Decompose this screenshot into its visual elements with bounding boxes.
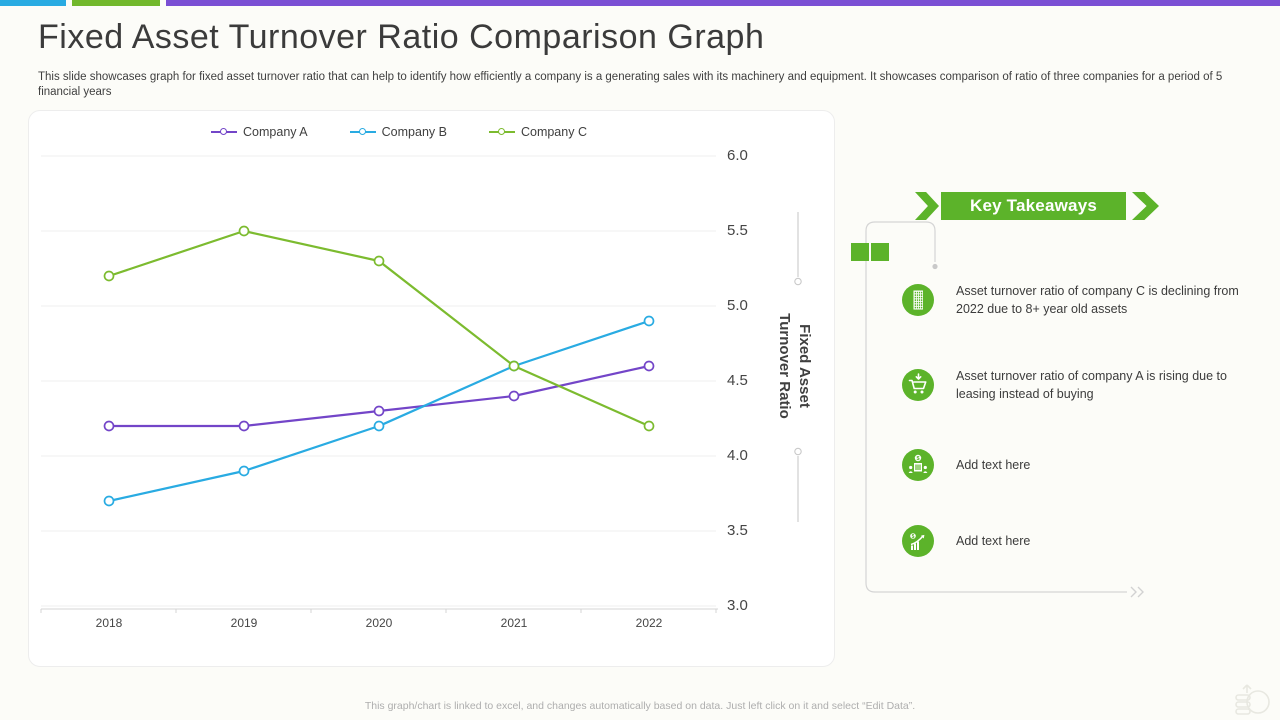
accent-square-right [871,243,889,261]
footer-note: This graph/chart is linked to excel, and… [364,700,916,712]
legend-marker-icon [349,127,376,137]
y-axis-tick-label: 4.5 [727,372,748,389]
data-point-marker [238,420,250,432]
y-axis-title-line2: Turnover Ratio [776,313,793,419]
takeaway-item: Asset turnover ratio of company C is dec… [902,282,1256,318]
x-axis-tick-label: 2021 [500,616,528,630]
data-point-marker [643,315,655,327]
accent-bar-purple [166,0,1280,6]
bracket-endpoint-dot [932,263,938,270]
data-point-marker [103,270,115,282]
legend-marker-icon [211,127,238,137]
accent-bar-cyan [0,0,66,6]
building-icon [902,284,934,317]
y-axis-tick-label: 5.5 [727,222,748,239]
data-point-marker [103,420,115,432]
accent-bar-green [72,0,160,6]
legend-label: Company B [381,125,447,139]
takeaway-text-placeholder[interactable]: Add text here [956,533,1031,548]
data-point-marker [508,390,520,402]
x-axis-tick-label: 2018 [95,616,123,630]
banner-right-chevron-icon [1132,192,1159,220]
data-point-marker [373,405,385,417]
takeaway-item: $ Add text here [902,525,1256,557]
y-axis-tick-label: 4.0 [727,447,748,464]
page-subtitle: This slide showcases graph for fixed ass… [38,71,1223,99]
x-axis-tick-label: 2020 [365,616,393,630]
banner-left-chevron-icon [915,192,939,220]
bank-people-icon: $ [902,449,934,481]
data-point-marker [238,465,250,477]
chart-card[interactable]: Company A Company B Company C 6.0 5.5 5.0 4.5… [28,110,835,667]
svg-text:$: $ [916,456,919,462]
legend-item-company-c: Company C [488,125,587,139]
y-axis-tick-label: 5.0 [727,297,748,314]
chart-legend: Company A Company B Company C [29,125,769,139]
top-accent-bar [0,0,1280,6]
y-axis-tick-label: 3.5 [727,522,748,539]
data-point-marker [103,495,115,507]
legend-label: Company A [243,125,308,139]
bracket-arrow-icon [1130,586,1144,598]
x-axis-tick-label: 2022 [635,616,663,630]
legend-marker-icon [488,127,515,137]
cart-icon [902,369,934,402]
legend-item-company-a: Company A [211,125,308,139]
data-point-marker [373,420,385,432]
data-point-marker [643,420,655,432]
page-title: Fixed Asset Turnover Ratio Comparison Gr… [38,18,765,56]
legend-label: Company C [520,125,587,139]
data-point-marker [238,225,250,237]
accent-square-left [851,243,869,261]
takeaway-text: Asset turnover ratio of company C is dec… [956,284,1239,317]
key-takeaways-title: Key Takeaways [941,192,1126,220]
takeaway-text: Asset turnover ratio of company A is ris… [956,369,1227,402]
data-point-marker [373,255,385,267]
x-axis-tick-label: 2019 [230,616,258,630]
legend-item-company-b: Company B [349,125,447,139]
takeaway-item: $ Add text here [902,449,1256,481]
takeaway-text-placeholder[interactable]: Add text here [956,457,1031,472]
data-point-marker [643,360,655,372]
growth-chart-icon: $ [902,525,934,557]
data-point-marker [508,360,520,372]
y-axis-title: Fixed Asset Turnover Ratio [774,296,814,436]
line-chart-canvas[interactable] [29,111,836,668]
y-axis-tick-label: 3.0 [727,597,748,614]
y-axis-title-line1: Fixed Asset [796,324,813,408]
series-line-company-a [109,364,650,428]
svg-text:$: $ [912,534,915,540]
takeaway-item: Asset turnover ratio of company A is ris… [902,367,1256,403]
y-axis-tick-label: 6.0 [727,147,748,164]
